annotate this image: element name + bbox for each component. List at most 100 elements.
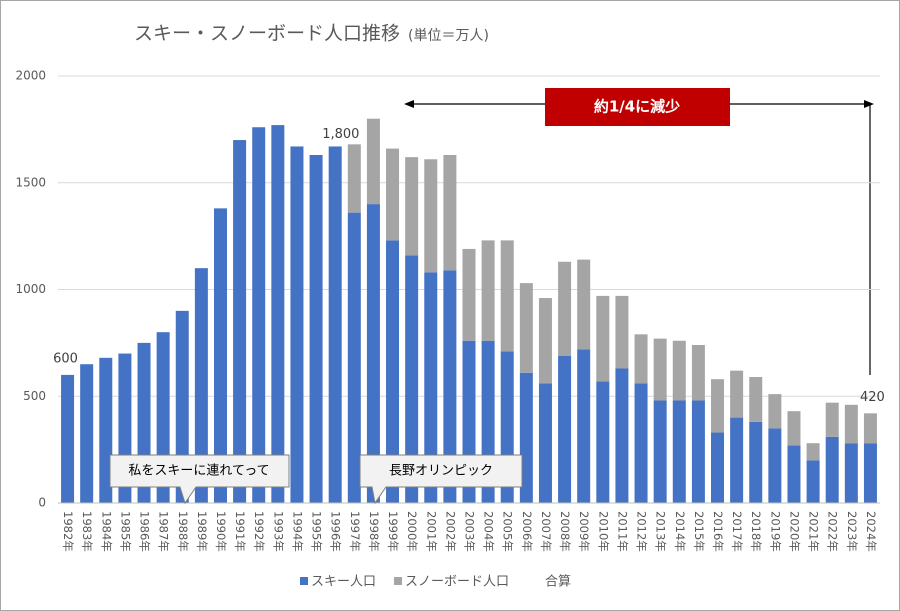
chart-title: スキー・スノーボード人口推移 bbox=[134, 23, 400, 45]
bar-segment bbox=[615, 295, 629, 369]
x-tick-label: 1983年 bbox=[80, 511, 94, 552]
bar-segment bbox=[577, 349, 591, 503]
bar-segment bbox=[443, 154, 457, 271]
bar-segment bbox=[691, 400, 705, 503]
legend-label: 合算 bbox=[545, 575, 571, 590]
x-tick-label: 2021年 bbox=[807, 511, 821, 552]
x-tick-label: 2006年 bbox=[520, 511, 534, 552]
bar-segment bbox=[99, 357, 113, 503]
legend-label: スキー人口 bbox=[311, 575, 376, 590]
bar-segment bbox=[787, 445, 801, 503]
bar-segment bbox=[462, 248, 476, 341]
data-label: 600 bbox=[53, 351, 78, 366]
bar-segment bbox=[672, 400, 686, 503]
bar-segment bbox=[252, 127, 266, 504]
x-tick-label: 2015年 bbox=[692, 511, 706, 552]
bar-segment bbox=[825, 436, 839, 503]
x-tick-label: 2010年 bbox=[596, 511, 610, 552]
data-label: 420 bbox=[860, 390, 885, 405]
bar-segment bbox=[768, 394, 782, 429]
bar-segment bbox=[634, 383, 648, 503]
x-tick-label: 2016年 bbox=[711, 511, 725, 552]
callout bbox=[359, 454, 523, 505]
bar-segment bbox=[672, 340, 686, 401]
y-tick-label: 0 bbox=[38, 496, 46, 510]
annotation-box bbox=[545, 88, 730, 126]
bar-segment bbox=[366, 118, 380, 205]
x-tick-label: 2020年 bbox=[787, 511, 801, 552]
bar-segment bbox=[653, 400, 667, 503]
bar-segment bbox=[558, 261, 572, 356]
bar-segment bbox=[768, 428, 782, 503]
x-tick-label: 1999年 bbox=[386, 511, 400, 552]
bar-segment bbox=[519, 372, 533, 503]
x-tick-label: 1987年 bbox=[157, 511, 171, 552]
x-tick-label: 2011年 bbox=[615, 511, 629, 552]
bar-segment bbox=[424, 272, 438, 503]
legend-label: スノーボード人口 bbox=[405, 575, 509, 590]
x-tick-label: 1985年 bbox=[118, 511, 132, 552]
x-tick-label: 1989年 bbox=[195, 511, 209, 552]
x-tick-label: 2007年 bbox=[539, 511, 553, 552]
bar-segment bbox=[405, 157, 419, 256]
y-tick-label: 500 bbox=[23, 389, 46, 403]
bar-segment bbox=[825, 402, 839, 437]
x-tick-label: 2000年 bbox=[405, 511, 419, 552]
bar-segment bbox=[61, 374, 75, 503]
x-tick-label: 2005年 bbox=[501, 511, 515, 552]
bar-segment bbox=[481, 240, 495, 341]
bar-segment bbox=[711, 432, 725, 503]
bar-segment bbox=[711, 379, 725, 433]
bar-segment bbox=[80, 364, 94, 503]
bar-segment bbox=[558, 355, 572, 503]
arrow-head bbox=[404, 100, 414, 108]
x-tick-label: 2001年 bbox=[424, 511, 438, 552]
x-tick-label: 2012年 bbox=[635, 511, 649, 552]
annotation: 長野オリンピック bbox=[389, 464, 493, 479]
bar-segment bbox=[863, 413, 877, 444]
annotation: 私をスキーに連れてって bbox=[128, 464, 269, 479]
bar-segment bbox=[386, 148, 400, 241]
bar-segment bbox=[213, 208, 227, 503]
bar-segment bbox=[615, 368, 629, 503]
x-tick-label: 1992年 bbox=[252, 511, 266, 552]
bar-segment bbox=[577, 259, 591, 350]
legend-swatch bbox=[394, 577, 403, 585]
y-tick-label: 1000 bbox=[15, 282, 46, 296]
x-tick-label: 1991年 bbox=[233, 511, 247, 552]
x-tick-label: 1982年 bbox=[61, 511, 75, 552]
chart-subtitle: (単位＝万人) bbox=[408, 28, 489, 44]
bar-segment bbox=[538, 383, 552, 503]
bar-segment bbox=[653, 338, 667, 401]
bar-segment bbox=[500, 240, 514, 352]
x-tick-label: 2018年 bbox=[749, 511, 763, 552]
bar-segment bbox=[634, 334, 648, 384]
arrow-head bbox=[864, 100, 874, 108]
bar-segment bbox=[405, 255, 419, 503]
bar-segment bbox=[290, 146, 304, 503]
x-tick-label: 1990年 bbox=[214, 511, 228, 552]
bar-segment bbox=[730, 370, 744, 418]
bar-segment bbox=[347, 212, 361, 503]
x-tick-label: 2004年 bbox=[482, 511, 496, 552]
y-tick-label: 2000 bbox=[15, 69, 46, 83]
x-tick-label: 1995年 bbox=[310, 511, 324, 552]
x-tick-label: 2024年 bbox=[864, 511, 878, 552]
x-tick-label: 2014年 bbox=[673, 511, 687, 552]
x-tick-label: 2019年 bbox=[768, 511, 782, 552]
bar-segment bbox=[328, 146, 342, 503]
x-tick-label: 1993年 bbox=[271, 511, 285, 552]
bar-segment bbox=[538, 298, 552, 384]
bar-segment bbox=[730, 417, 744, 503]
x-tick-label: 2022年 bbox=[826, 511, 840, 552]
bar-segment bbox=[271, 125, 285, 503]
data-label: 1,800 bbox=[322, 127, 359, 142]
x-tick-label: 1984年 bbox=[99, 511, 113, 552]
bar-segment bbox=[806, 460, 820, 503]
bar-segment bbox=[844, 404, 858, 444]
x-tick-label: 2003年 bbox=[463, 511, 477, 552]
bar-segment bbox=[309, 154, 323, 503]
callout bbox=[109, 454, 290, 505]
x-tick-label: 2002年 bbox=[443, 511, 457, 552]
